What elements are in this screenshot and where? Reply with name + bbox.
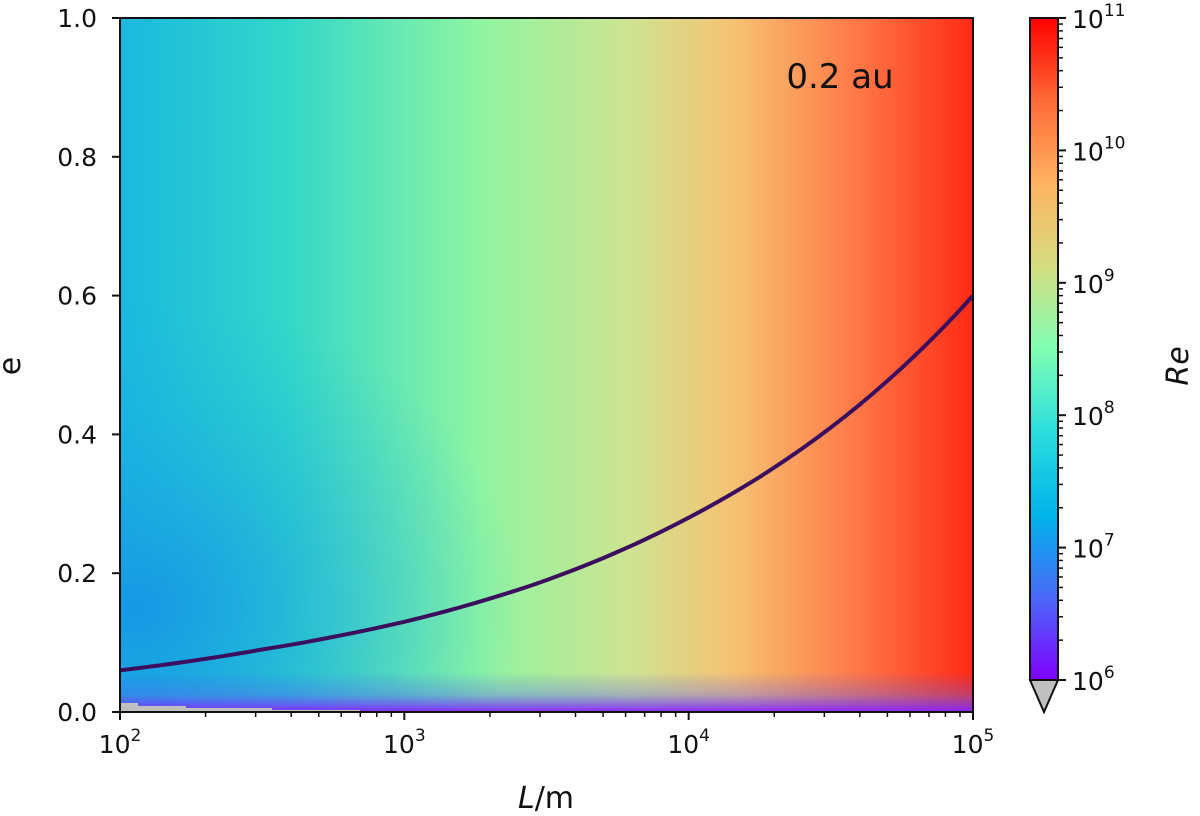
y-axis-label: e (0, 357, 28, 375)
x-axis-label-symbol: L (518, 781, 535, 816)
plot-frame (119, 17, 974, 713)
colorbar-gradient (1030, 18, 1058, 680)
x-tick-label: 105 (952, 726, 995, 759)
y-axis-ticks: 0.0 0.2 0.4 0.6 0.8 1.0 (57, 4, 120, 727)
y-tick-label: 0.0 (57, 698, 97, 727)
colorbar-tick-label: 109 (1072, 266, 1115, 299)
heatmap-field (120, 18, 973, 712)
x-axis-label-unit: /m (535, 781, 574, 816)
colorbar-frame (1029, 17, 1059, 681)
colorbar-label: Re (1161, 346, 1196, 385)
colorbar-tick-label: 108 (1072, 398, 1115, 431)
y-tick-label: 0.2 (57, 559, 97, 588)
colorbar: 106 107 108 109 1010 1011 Re (1028, 1, 1196, 715)
distance-annotation: 0.2 au (786, 57, 893, 97)
x-tick-label: 102 (99, 726, 142, 759)
colorbar-ticks: 106 107 108 109 1010 1011 (1058, 1, 1125, 696)
colorbar-tick-label: 1011 (1072, 1, 1125, 34)
x-tick-label: 103 (383, 726, 426, 759)
x-axis-ticks: 102 103 104 105 (99, 712, 995, 759)
x-axis-label: L/m (518, 781, 574, 816)
y-tick-label: 0.8 (57, 143, 97, 172)
y-tick-label: 0.4 (57, 420, 97, 449)
y-tick-label: 1.0 (57, 4, 97, 33)
x-tick-label: 104 (667, 726, 710, 759)
y-tick-label: 0.6 (57, 282, 97, 311)
threshold-curve (120, 294, 973, 673)
colorbar-under-arrow (1028, 679, 1060, 715)
under-range-region (120, 703, 360, 712)
colorbar-tick-label: 107 (1072, 531, 1115, 564)
colorbar-tick-label: 1010 (1072, 133, 1125, 166)
colorbar-tick-label: 106 (1072, 663, 1115, 696)
